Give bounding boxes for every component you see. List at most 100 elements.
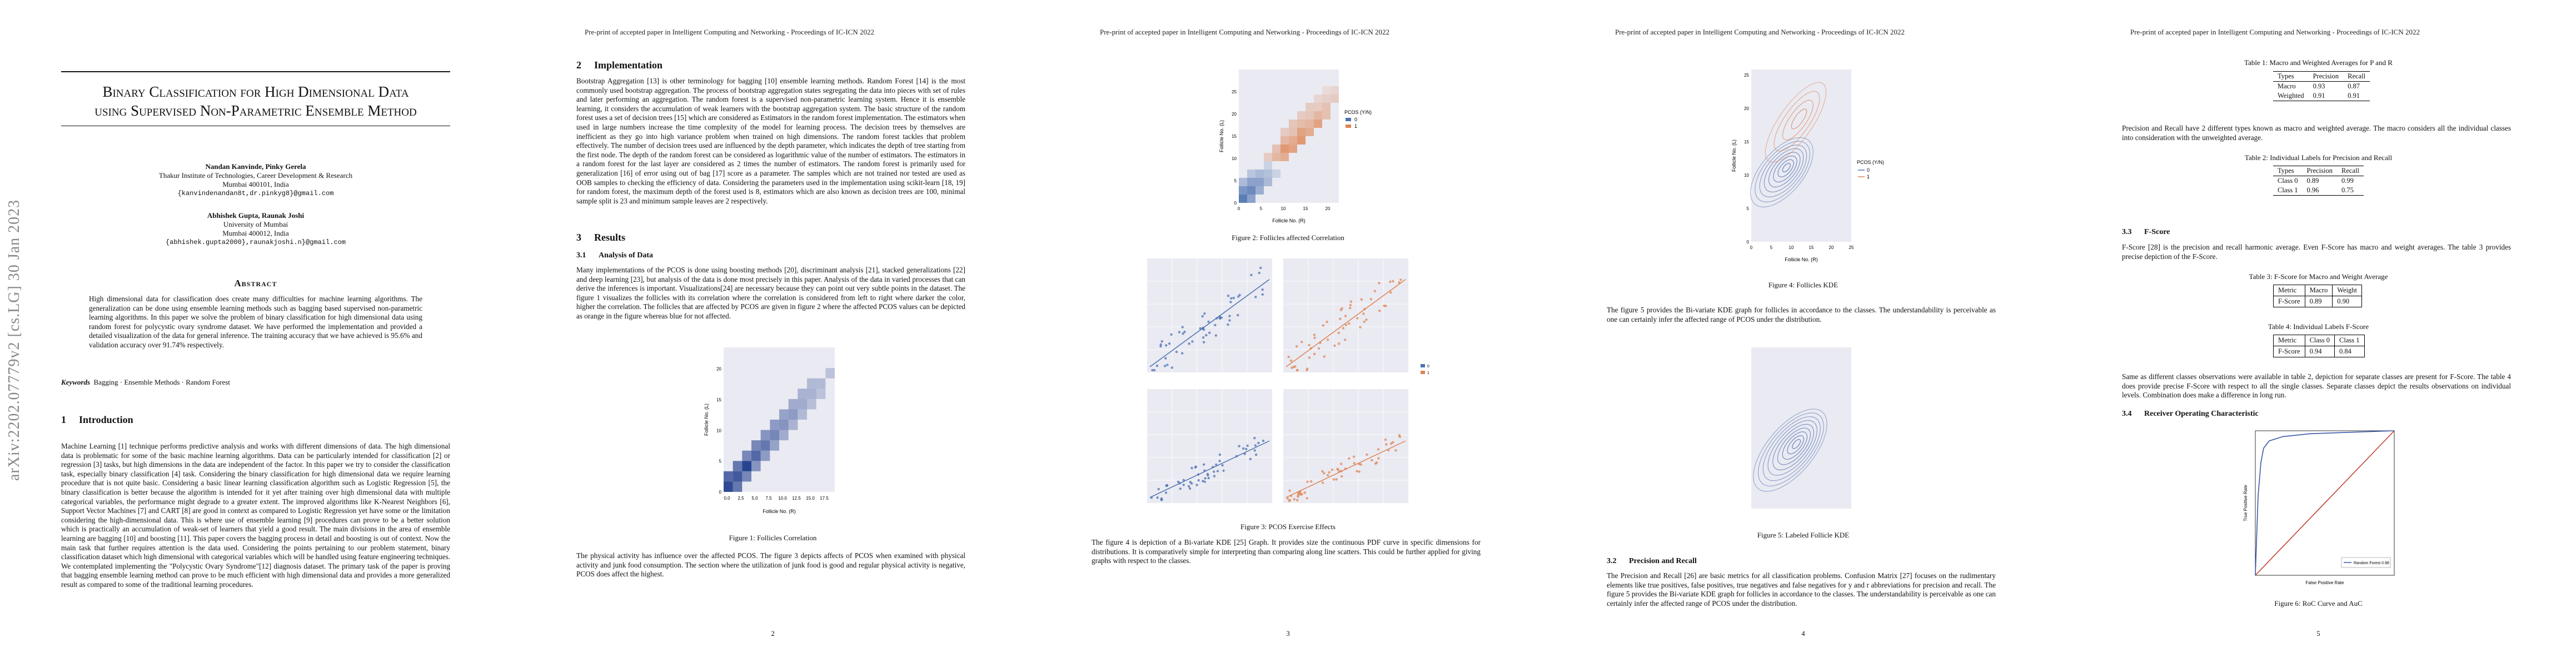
table-header: Class 0 [2304, 335, 2335, 346]
kde-contour [1792, 439, 1801, 449]
y-tick-labels: 0 5 10 15 20 25 [1744, 73, 1749, 245]
heatmap-cell [724, 481, 733, 492]
scatter-point [1203, 480, 1207, 483]
heatmap-cell [825, 368, 835, 379]
x-tick-label: 5 [1260, 206, 1263, 211]
y-tick-label: 25 [1232, 89, 1237, 94]
scatter-point [1164, 491, 1168, 494]
y-tick-labels: 0 5 10 15 20 [716, 367, 721, 495]
plot-background [1751, 347, 1851, 509]
subsection-number: 3.1 [576, 251, 586, 260]
heatmap-cell-class-0 [1255, 178, 1264, 186]
scatter-point [1337, 342, 1341, 345]
scatter-point [1349, 306, 1352, 310]
scatter-point [1297, 492, 1300, 495]
table-cell: 0.90 [2332, 296, 2362, 307]
scatter-point [1360, 298, 1363, 301]
heatmap-cell [751, 440, 761, 451]
scatter-point [1326, 320, 1328, 323]
precision-types-text: Precision and Recall have 2 different ty… [2122, 124, 2511, 142]
scatter-point [1333, 344, 1336, 347]
table-2: Types Precision Recall Class 0 0.89 0.99 Cla… [2273, 166, 2364, 196]
x-tick-labels: 0 5 10 15 20 25 [1750, 245, 1854, 250]
scatter-point [1308, 356, 1311, 359]
scatter-point [1326, 474, 1329, 477]
kde-contour [1787, 435, 1805, 455]
x-tick-label: 5 [1770, 245, 1773, 250]
fscore-classes-text: Same as different classes observations w… [2122, 372, 2511, 400]
y-axis-label: Follicle No. (L) [704, 404, 709, 436]
section-introduction-heading: 1 Introduction [61, 414, 133, 426]
y-tick-label: 5 [1234, 178, 1237, 183]
scatter-point [1242, 447, 1245, 450]
scatter-point [1250, 273, 1253, 276]
heatmap-cell-class-1 [1314, 94, 1322, 103]
section-number: 3 [576, 232, 581, 243]
legend-label-1: 1 [1354, 123, 1357, 129]
scatter-point [1295, 345, 1298, 348]
legend-title: PCOS (Y/N) [1857, 160, 1884, 165]
y-tick-label: 0 [1234, 201, 1237, 206]
scatter-point [1213, 475, 1216, 477]
scatter-point [1168, 342, 1171, 345]
kde-contour [1762, 416, 1821, 481]
table-cell: 0.89 [2304, 296, 2333, 307]
scatter-point [1383, 305, 1386, 307]
subsection-number: 3.3 [2122, 228, 2132, 236]
subsection-number: 3.2 [1607, 557, 1617, 565]
heatmap-cell-class-1 [1297, 111, 1306, 120]
scatter-point [1369, 298, 1373, 301]
table-4-caption: Table 4: Individual Labels F-Score [2268, 322, 2369, 331]
kde-contour [1782, 163, 1791, 172]
scatter-point [1362, 312, 1365, 315]
scatter-point [1359, 326, 1362, 328]
y-tick-label: 25 [1744, 73, 1749, 78]
scatter-point [1166, 364, 1169, 366]
author-email-1: {kanvindenandan8t,dr.pinkyg8}@gmail.com [177, 190, 334, 197]
heatmap-cell-class-1 [1306, 128, 1314, 136]
heatmap-cell-class-1 [1322, 86, 1331, 94]
scatter-point [1165, 484, 1168, 487]
table-cell: F-Score [2273, 296, 2305, 307]
keywords-line: Keywords Bagging · Ensemble Methods · Ra… [61, 378, 230, 387]
scatter-point [1313, 336, 1316, 340]
heatmap-cell-class-1 [1306, 103, 1314, 111]
scatter-point [1306, 497, 1309, 500]
figure-6-roc: Random Forest 0.98 False Positive Rate T… [2243, 430, 2395, 585]
after-figure-4-text: The figure 5 provides the Bi-variate KDE… [1607, 306, 1996, 323]
scatter-point [1153, 369, 1156, 372]
scatter-point [1321, 481, 1324, 484]
table-cell: F-Score [2273, 346, 2305, 357]
table-row: Macro 0.93 0.87 [2273, 82, 2370, 92]
scatter-point [1237, 295, 1240, 298]
scatter-point [1332, 478, 1336, 481]
y-tick-label: 10 [1744, 173, 1749, 178]
heatmap-cell [779, 409, 789, 420]
x-tick-label: 20 [1829, 245, 1834, 250]
y-tick-label: 0 [1747, 240, 1750, 245]
keywords-list: Bagging · Ensemble Methods · Random Fore… [93, 378, 231, 386]
heatmap-cell [733, 481, 743, 492]
scatter-point [1356, 470, 1358, 472]
scatter-point [1335, 478, 1338, 481]
running-header: Pre-print of accepted paper in Intellige… [585, 28, 874, 36]
heatmap-cell-class-1 [1297, 136, 1306, 145]
heatmap-cells [724, 368, 835, 492]
scatter-point [1238, 445, 1240, 447]
table-1-caption: Table 1: Macro and Weighted Averages for… [2244, 58, 2393, 67]
heatmap-cell [742, 461, 751, 471]
scatter-point [1249, 457, 1252, 461]
page-1: arXiv:2202.07779v2 [cs.LG] 30 Jan 2023 B… [0, 0, 515, 667]
heatmap-cell [788, 420, 798, 430]
author-email-2: {abhishek.gupta2000},raunakjoshi.n}@gmai… [165, 238, 346, 246]
title-top-rule [61, 71, 450, 72]
scatter-point [1203, 312, 1206, 315]
scatter-point [1208, 331, 1211, 334]
scatter-point [1323, 472, 1326, 475]
title-line-1: Binary Classification for High Dimension… [102, 83, 409, 100]
table-cell: 0.84 [2334, 346, 2365, 357]
scatter-point [1287, 355, 1290, 359]
scatter-point [1323, 355, 1326, 358]
scatter-point [1337, 331, 1341, 335]
x-tick-label: 7.5 [765, 496, 772, 501]
